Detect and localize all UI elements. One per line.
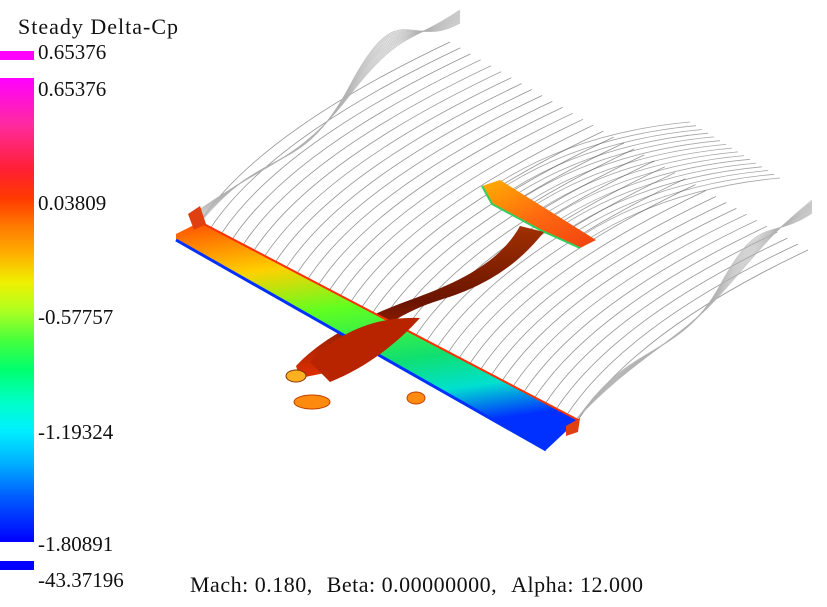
legend-min-label: -43.37196 xyxy=(38,568,124,592)
legend-tick-label: -0.57757 xyxy=(38,305,114,329)
wake-streamline xyxy=(318,107,563,285)
wake-lines-tail xyxy=(499,121,781,239)
wake-streamline xyxy=(565,162,757,224)
wake-streamline xyxy=(199,16,461,216)
wake-streamline xyxy=(202,21,461,219)
wake-streamline xyxy=(573,202,813,423)
wake-streamline xyxy=(199,41,451,223)
beta-label: Beta: xyxy=(326,572,376,597)
legend-min-swatch xyxy=(0,561,34,570)
left-nacelle xyxy=(293,394,331,410)
wake-streamline xyxy=(383,142,625,319)
right-nacelle xyxy=(406,391,426,405)
mach-value: 0.180, xyxy=(254,572,313,597)
wake-streamline xyxy=(505,125,697,187)
wake-streamline xyxy=(572,200,813,424)
legend-title: Steady Delta-Cp xyxy=(18,14,180,39)
wake-streamline xyxy=(195,9,461,213)
wake-streamline xyxy=(202,20,461,218)
wake-streamline xyxy=(529,140,721,202)
wake-streamline xyxy=(511,129,703,190)
wake-streamline xyxy=(437,172,676,347)
wake-streamline xyxy=(448,178,686,353)
wake-streamline xyxy=(535,144,727,205)
wake-lines-right xyxy=(394,148,813,425)
wake-streamline xyxy=(575,206,813,421)
wake-streamline xyxy=(307,101,553,279)
flow-conditions: Mach: 0.180, Beta: 0.00000000, Alpha: 12… xyxy=(190,572,644,598)
alpha-value: 12.000 xyxy=(580,572,644,597)
horizontal-tail xyxy=(482,180,596,248)
wake-streamline xyxy=(196,11,461,214)
beta-value: 0.00000000, xyxy=(381,572,498,597)
legend-max-label: 0.65376 xyxy=(38,40,107,64)
wake-streamline xyxy=(286,89,532,268)
wake-streamline xyxy=(404,154,645,330)
wake-streamline xyxy=(350,124,594,302)
wake-streamline xyxy=(198,13,461,215)
wake-streamline xyxy=(491,202,727,375)
wake-lines-left xyxy=(195,9,625,319)
wake-streamline xyxy=(329,112,573,291)
wake-streamline xyxy=(275,83,522,262)
left-winglet xyxy=(188,206,206,230)
wake-streamline xyxy=(499,121,691,183)
wake-streamline xyxy=(541,147,733,209)
wake-streamline xyxy=(566,243,798,415)
wake-streamline xyxy=(480,196,717,370)
wake-streamline xyxy=(545,231,778,404)
legend-colorbar xyxy=(0,78,34,542)
wake-streamline xyxy=(264,77,512,257)
mach-label: Mach: xyxy=(190,572,249,597)
wake-streamline xyxy=(559,158,751,220)
wake-streamline xyxy=(577,170,769,231)
wake-streamline xyxy=(577,249,809,421)
legend-tick-label: -1.19324 xyxy=(38,420,114,444)
wake-streamline xyxy=(502,208,737,381)
horizontal-tail-edge xyxy=(481,185,581,249)
wake-streamline xyxy=(232,59,481,240)
alpha-label: Alpha: xyxy=(511,572,575,597)
cabin-fairing xyxy=(310,317,420,382)
legend-tick-label: 0.03809 xyxy=(38,191,107,215)
wake-streamline xyxy=(253,71,502,251)
wake-streamline xyxy=(458,184,696,359)
wake-streamline xyxy=(372,136,614,313)
wake-streamline xyxy=(523,136,715,198)
wake-streamline xyxy=(534,225,768,398)
wake-streamline xyxy=(571,166,763,228)
wake-streamline xyxy=(210,47,461,228)
wake-streamline xyxy=(203,22,461,219)
wake-streamline xyxy=(296,95,543,274)
wake-streamline xyxy=(221,53,471,234)
legend-tick-label: -1.80891 xyxy=(38,532,114,556)
wake-streamline xyxy=(517,132,709,194)
wake-streamline xyxy=(196,10,461,213)
wake-streamline xyxy=(523,219,758,392)
wake-streamline xyxy=(547,151,739,213)
wake-streamline xyxy=(578,212,813,418)
wake-streamline xyxy=(469,190,706,364)
wake-streamline xyxy=(553,155,745,216)
nose-cone xyxy=(285,369,307,383)
wake-streamline xyxy=(512,213,747,387)
wake-streamline xyxy=(340,118,584,296)
wake-streamline xyxy=(574,205,813,422)
wake-streamline xyxy=(199,15,461,216)
legend-max-swatch xyxy=(0,51,34,60)
wake-streamline xyxy=(361,130,604,308)
wake-streamline xyxy=(571,199,813,425)
wake-streamline xyxy=(242,65,492,245)
wake-streamline xyxy=(577,210,813,419)
wake-streamline xyxy=(575,207,813,421)
wake-streamline xyxy=(589,177,781,239)
right-winglet xyxy=(566,418,580,436)
legend-tick-label: 0.65376 xyxy=(38,77,107,101)
wake-streamline xyxy=(572,201,813,424)
wake-streamline xyxy=(576,209,813,420)
wake-streamline xyxy=(583,173,775,235)
